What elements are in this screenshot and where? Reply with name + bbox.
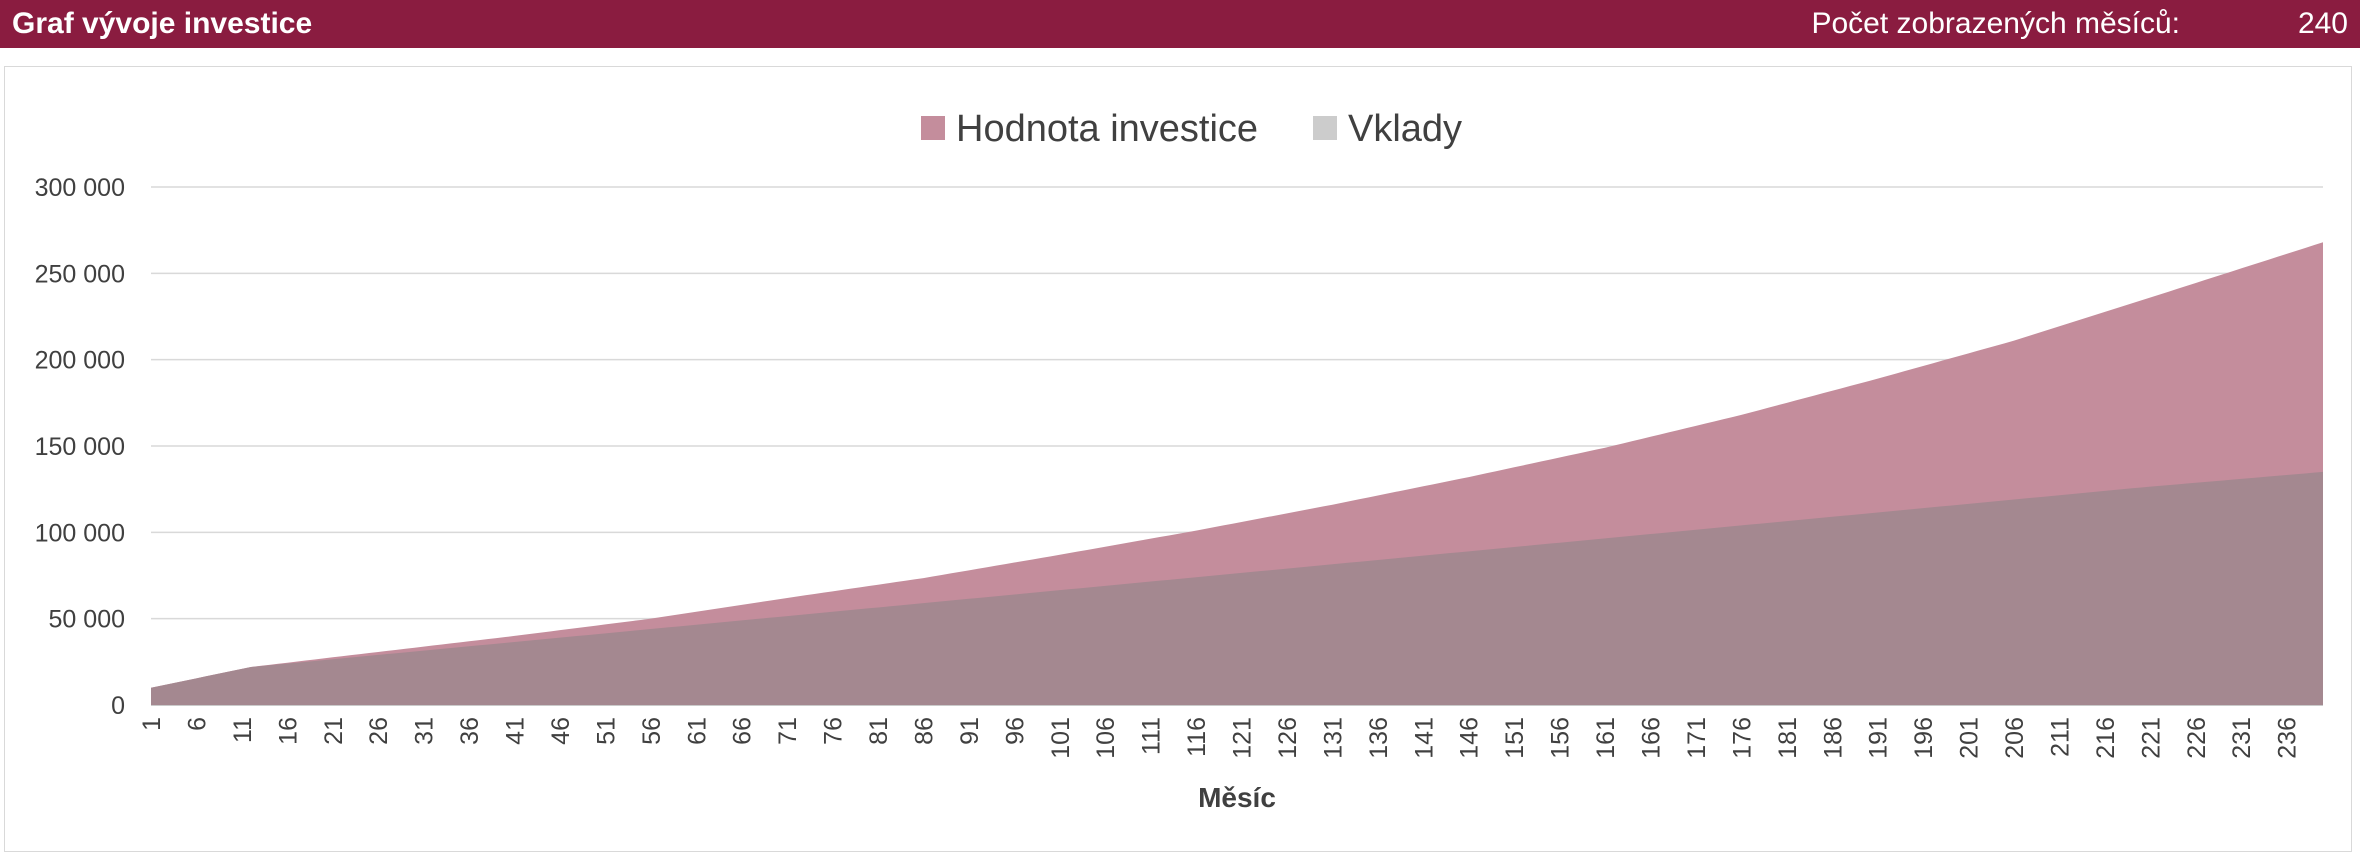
x-tick-label: 201 bbox=[1956, 717, 1984, 759]
x-tick-label: 111 bbox=[1138, 717, 1166, 755]
x-tick-label: 216 bbox=[2092, 717, 2120, 759]
x-tick-label: 186 bbox=[1819, 717, 1847, 759]
x-tick-label: 106 bbox=[1092, 717, 1120, 759]
legend-label[interactable]: Vklady bbox=[1348, 108, 1462, 150]
page-title: Graf vývoje investice bbox=[12, 7, 313, 40]
x-tick-label: 81 bbox=[865, 717, 893, 745]
legend-swatch[interactable] bbox=[921, 116, 945, 140]
x-tick-label: 136 bbox=[1365, 717, 1393, 759]
x-tick-label: 66 bbox=[729, 717, 757, 745]
x-tick-label: 96 bbox=[1001, 717, 1029, 745]
legend-label[interactable]: Hodnota investice bbox=[956, 108, 1258, 150]
y-tick-label: 200 000 bbox=[35, 347, 125, 375]
x-tick-label: 141 bbox=[1410, 717, 1438, 759]
x-tick-label: 236 bbox=[2274, 717, 2302, 759]
legend-swatch[interactable] bbox=[1313, 116, 1337, 140]
x-tick-label: 26 bbox=[365, 717, 393, 745]
x-tick-label: 166 bbox=[1637, 717, 1665, 759]
x-tick-label: 126 bbox=[1274, 717, 1302, 759]
area-vklady bbox=[151, 471, 2323, 705]
months-count-label: Počet zobrazených měsíců: bbox=[1811, 7, 2180, 40]
x-axis-title: Měsíc bbox=[1198, 782, 1276, 813]
chart-frame: 0 50 000 100 000 150 000 200 000 250 000 300 0… bbox=[4, 66, 2352, 852]
x-tick-label: 71 bbox=[774, 717, 802, 745]
x-tick-label: 121 bbox=[1229, 717, 1257, 759]
x-tick-label: 41 bbox=[502, 717, 530, 745]
x-tick-label: 46 bbox=[547, 717, 575, 745]
x-tick-label: 181 bbox=[1774, 717, 1802, 759]
y-tick-label: 250 000 bbox=[35, 260, 125, 288]
y-tick-label: 150 000 bbox=[35, 433, 125, 461]
series-areas bbox=[151, 242, 2323, 705]
x-tick-label: 156 bbox=[1547, 717, 1575, 759]
x-tick-label: 61 bbox=[683, 717, 711, 745]
investment-area-chart: 0 50 000 100 000 150 000 200 000 250 000 300 0… bbox=[35, 108, 2323, 813]
x-tick-label: 231 bbox=[2228, 717, 2256, 759]
x-tick-label: 191 bbox=[1865, 717, 1893, 759]
x-tick-label: 51 bbox=[592, 717, 620, 745]
x-tick-label: 101 bbox=[1047, 717, 1075, 759]
x-tick-label: 211 bbox=[2046, 717, 2074, 757]
x-tick-label: 76 bbox=[820, 717, 848, 745]
x-tick-label: 206 bbox=[2001, 717, 2029, 759]
x-tick-label: 146 bbox=[1456, 717, 1484, 759]
y-tick-label: 300 000 bbox=[35, 174, 125, 202]
x-tick-label: 56 bbox=[638, 717, 666, 745]
x-tick-label: 171 bbox=[1683, 717, 1711, 759]
x-tick-label: 16 bbox=[274, 717, 302, 745]
y-tick-label: 50 000 bbox=[49, 606, 125, 634]
x-tick-label: 86 bbox=[910, 717, 938, 745]
x-tick-label: 161 bbox=[1592, 717, 1620, 759]
y-tick-label: 100 000 bbox=[35, 519, 125, 547]
x-axis-ticks: 1 6 11 16 21 26 31 36 41 46 51 56 61 66 71 76 81 86 91 96 10… bbox=[138, 717, 2302, 759]
x-tick-label: 151 bbox=[1501, 717, 1529, 759]
x-tick-label: 91 bbox=[956, 717, 984, 745]
x-tick-label: 226 bbox=[2183, 717, 2211, 759]
months-count-value[interactable]: 240 bbox=[2297, 7, 2348, 40]
y-axis-ticks: 0 50 000 100 000 150 000 200 000 250 000 300 0… bbox=[35, 174, 125, 720]
legend: Hodnota investice Vklady bbox=[921, 108, 1462, 150]
x-tick-label: 6 bbox=[183, 717, 211, 731]
x-tick-label: 221 bbox=[2137, 717, 2165, 759]
x-tick-label: 116 bbox=[1183, 717, 1211, 757]
x-tick-label: 11 bbox=[229, 717, 257, 743]
x-tick-label: 36 bbox=[456, 717, 484, 745]
x-tick-label: 31 bbox=[411, 717, 439, 745]
x-tick-label: 196 bbox=[1910, 717, 1938, 759]
x-tick-label: 21 bbox=[320, 717, 348, 745]
x-tick-label: 1 bbox=[138, 717, 166, 731]
y-tick-label: 0 bbox=[111, 692, 125, 720]
x-tick-label: 176 bbox=[1728, 717, 1756, 759]
header-bar: Graf vývoje investice Počet zobrazených … bbox=[0, 0, 2360, 48]
x-tick-label: 131 bbox=[1319, 717, 1347, 759]
